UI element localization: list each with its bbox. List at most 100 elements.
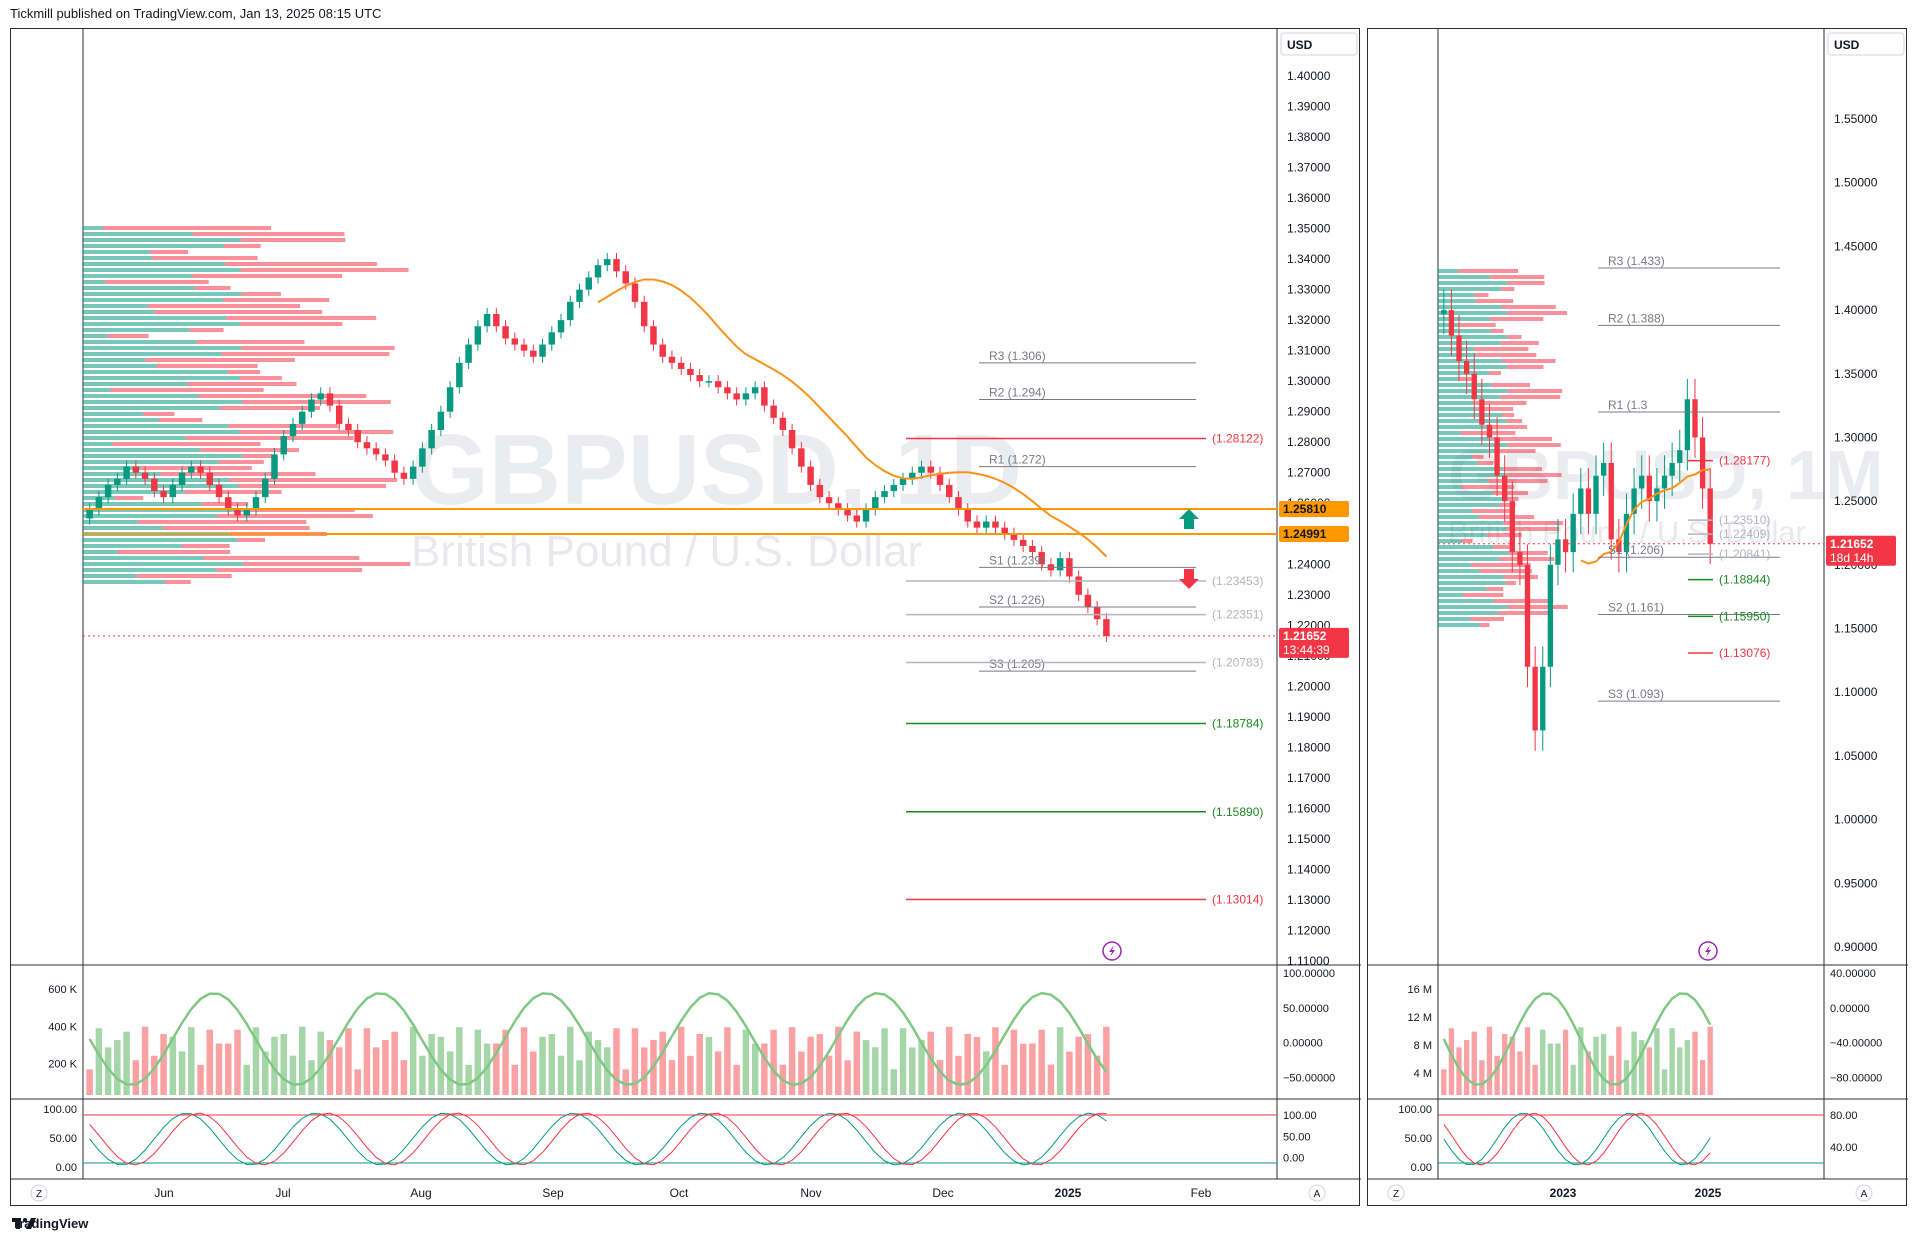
candle-body [95, 497, 103, 510]
candle-body [178, 472, 186, 485]
monthly-chart-panel[interactable]: GBPUSD, 1M British Pound / U.S. Dollar USD… [1367, 28, 1908, 1207]
volume-bar [1631, 1031, 1637, 1095]
volume-bar [687, 1055, 694, 1095]
level-label: (1.18784) [1212, 716, 1263, 730]
moving-average-line [1580, 468, 1711, 565]
oscillator-tick-label: −50.00000 [1283, 1073, 1335, 1085]
volume-profile-bar [117, 550, 231, 554]
candle-body [853, 515, 861, 522]
y-tick-label: 1.37000 [1287, 161, 1331, 175]
footer-brand[interactable]: TradingView [12, 1216, 88, 1231]
volume-profile-bar [83, 394, 199, 398]
volume-profile-bar [1489, 317, 1544, 321]
candle-body [511, 338, 519, 345]
candle-body [243, 509, 250, 516]
volume-profile-bar [241, 400, 391, 404]
x-tick-label: Sep [542, 1186, 564, 1200]
candle-body [123, 466, 130, 479]
currency-label: USD [1834, 38, 1860, 52]
x-tick-label: Feb [1191, 1186, 1212, 1200]
volume-profile-bar [83, 448, 201, 452]
y-tick-label: 1.05000 [1834, 749, 1878, 763]
volume-bar [733, 1064, 740, 1095]
volume-profile-bar [1486, 533, 1522, 537]
volume-profile-bar [1438, 341, 1501, 345]
currency-label: USD [1287, 38, 1313, 52]
volume-profile-bar [187, 382, 297, 386]
volume-profile-bar [216, 568, 363, 572]
candle-body [382, 454, 389, 461]
volume-oscillator-line [88, 991, 1108, 1087]
oscillator-tick-label: 100.00000 [1283, 968, 1335, 980]
volume-profile-bar [1472, 455, 1484, 459]
corner-button [1308, 1184, 1326, 1202]
volume-profile-bar [1438, 395, 1501, 399]
volume-profile-bar [1493, 545, 1510, 549]
candle-body [262, 478, 269, 498]
volume-bar [419, 1055, 426, 1095]
candle-body [206, 472, 214, 485]
volume-profile-bar [83, 316, 227, 320]
y-tick-label: 0.95000 [1834, 876, 1878, 890]
level-label: R2 (1.388) [1608, 311, 1665, 325]
candle-body [613, 259, 620, 272]
y-tick-label: 1.34000 [1287, 252, 1331, 266]
volume-bar [973, 1036, 981, 1095]
candle-body [419, 448, 426, 467]
volume-bar [1570, 1064, 1576, 1095]
x-tick-label: Oct [670, 1186, 689, 1200]
volume-profile-bar [83, 556, 204, 560]
moving-average-line [597, 278, 1108, 558]
volume-profile-bar [1438, 293, 1475, 297]
volume-profile-bar [112, 442, 261, 446]
volume-profile-bar [1438, 533, 1487, 537]
volume-bar [918, 1039, 925, 1095]
volume-bar [1066, 1051, 1073, 1095]
volume-profile-bar [1507, 443, 1561, 447]
candle-body [1056, 558, 1064, 571]
candle-body [530, 350, 537, 357]
volume-profile-bar [154, 310, 323, 314]
volume-profile-bar [83, 268, 241, 272]
volume-profile-bar [1507, 497, 1519, 501]
candle-body [1661, 475, 1668, 489]
x-tick-label: Dec [932, 1186, 953, 1200]
volume-bar [1524, 1027, 1531, 1095]
y-tick-label: 1.35000 [1834, 367, 1878, 381]
candle-body [1585, 488, 1592, 514]
volume-bar [1600, 1034, 1607, 1095]
level-label: (1.22351) [1212, 608, 1263, 622]
volume-profile-bar [1438, 461, 1478, 465]
volume-profile-bar [1491, 383, 1530, 387]
volume-bar [631, 1028, 639, 1095]
volume-profile-bar [1471, 509, 1512, 513]
candle-body [567, 301, 574, 321]
candle-body [391, 460, 398, 473]
volume-bar [1616, 1026, 1622, 1095]
daily-chart-panel[interactable]: GBPUSD, 1D British Pound / U.S. Dollar USD… [10, 28, 1361, 1207]
volume-bar [188, 1027, 195, 1095]
volume-bar [1654, 1028, 1660, 1095]
candle-body [733, 393, 740, 400]
volume-profile-bar [1438, 467, 1503, 471]
volume-bar [400, 1060, 408, 1095]
volume-profile-bar [228, 424, 339, 428]
candle-body [428, 430, 435, 449]
volume-profile-bar [240, 322, 343, 326]
volume-profile-bar [1438, 455, 1473, 459]
volume-profile-bar [83, 550, 118, 554]
volume-profile-bar [83, 262, 226, 266]
volume-profile-bar [1506, 473, 1562, 477]
volume-profile-bar [1438, 575, 1504, 579]
volume-bar [298, 1026, 306, 1095]
volume-bar [798, 1051, 805, 1095]
volume-profile-bar [1502, 413, 1515, 417]
volume-profile-bar [1438, 563, 1471, 567]
volume-bar [567, 1026, 574, 1095]
volume-profile-bar [242, 562, 411, 566]
candle-body [946, 484, 953, 498]
volume-profile-bar [1474, 293, 1489, 297]
volume-tick-label: 400 K [48, 1021, 77, 1033]
